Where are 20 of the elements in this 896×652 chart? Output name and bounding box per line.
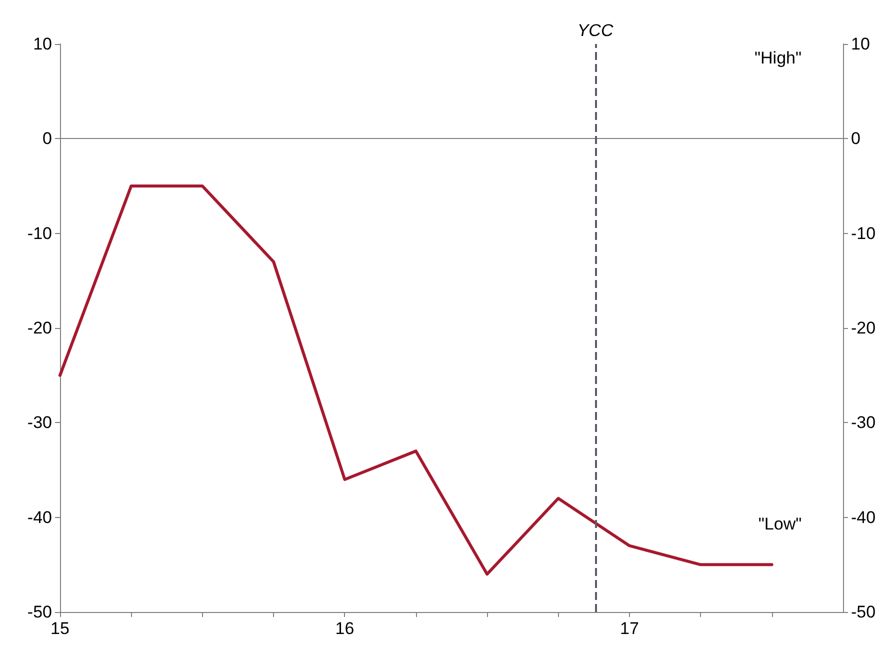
y-tick-label: 0 [42,129,52,148]
y-tick-label: -40 [27,508,52,527]
y2-tick-label: -30 [851,413,876,432]
y-tick-label: -20 [27,318,52,338]
y2-tick-label: -20 [851,318,876,338]
y2-tick-label: 0 [851,129,860,148]
y-tick-label: -30 [27,413,52,432]
x-tick-label: 16 [335,619,354,638]
y2-tick-label: -50 [851,602,876,622]
annotation: "High" [754,48,802,68]
y-tick-label: 10 [33,34,52,54]
x-tick-label: 15 [50,619,70,638]
y2-tick-label: 10 [851,34,870,54]
y2-tick-label: -10 [851,224,876,243]
y-tick-label: -50 [27,602,52,622]
y2-tick-label: -40 [851,508,876,527]
x-tick-label: 17 [620,619,639,638]
annotation: "Low" [758,514,802,534]
ref-line-label: YCC [577,21,614,40]
y-tick-label: -10 [27,224,52,243]
